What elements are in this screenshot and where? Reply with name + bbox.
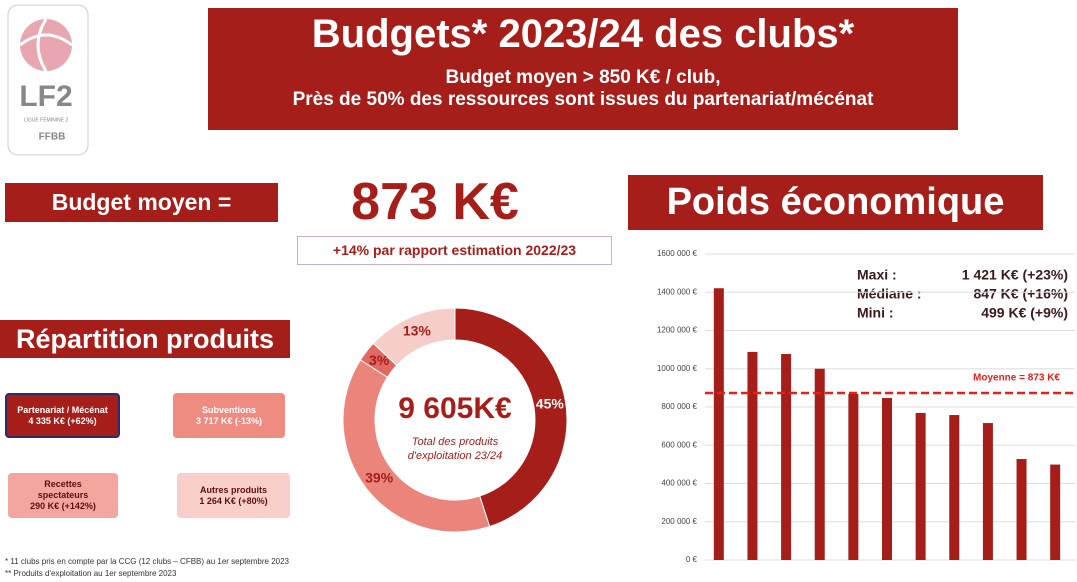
product-box: Recettes spectateurs 290 K€ (+142%) [8,473,118,518]
bar [814,368,825,560]
bar [713,288,724,560]
bar [1016,459,1027,560]
bar [882,398,892,560]
slice-label: 45% [536,396,565,412]
donut-slice [372,307,456,366]
product-box: Partenariat / Mécénat 4 335 K€ (+62%) [5,393,120,438]
product-box: Autres produits 1 264 K€ (+80%) [177,473,290,518]
product-amount: 290 K€ (+142%) [30,500,96,511]
header: Budgets* 2023/24 des clubs* Budget moyen… [208,8,958,130]
bar [949,415,960,560]
donut-slice [342,359,491,533]
footnote: ** Produits d'exploitation au 1er septem… [5,569,177,578]
logo-federation: FFBB [39,132,66,143]
repartition-title: Répartition produits [0,320,290,358]
slice-label: 13% [403,323,432,339]
logo-ball [20,19,72,71]
stat-value: 499 K€ (+9%) [981,305,1068,321]
bar [848,393,859,560]
bar [781,354,792,560]
product-name: Subventions [201,404,256,415]
donut-center-value: 9 605K€ [398,392,512,425]
logo-name: LF2 [19,80,72,113]
donut-center-label: d'exploitation 23/24 [408,450,502,462]
y-tick-label: 0 € [686,555,698,564]
footnote: * 11 clubs pris en compte par la CCG (12… [5,557,289,566]
y-tick-label: 1400 000 € [657,287,698,296]
slice-label: 39% [365,470,394,486]
budget-comparison: +14% par rapport estimation 2022/23 [297,236,612,265]
y-tick-label: 400 000 € [661,479,697,488]
poids-title: Poids économique [628,175,1043,230]
y-tick-label: 1200 000 € [657,326,698,335]
slice-label: 3% [369,352,390,368]
y-tick-label: 600 000 € [661,440,697,449]
bar [1050,464,1061,560]
y-tick-label: 1000 000 € [657,364,698,373]
stat-value: 1 421 K€ (+23%) [962,267,1068,283]
header-subtitle: Budget moyen > 850 K€ / club, [445,67,721,88]
bar [915,412,926,560]
product-amount: 3 717 K€ (-13%) [195,415,263,426]
stat-label: Maxi : [857,267,897,283]
product-amount: 1 264 K€ (+80%) [199,495,268,506]
product-name: Recettes spectateurs [37,479,89,501]
logo-subtitle: LIGUE FÉMININE 2 [24,116,69,123]
logo-ball-lines [19,18,73,72]
y-tick-label: 1600 000 € [657,249,698,258]
product-name: Autres produits [199,484,267,495]
bar [747,351,758,560]
header-title: Budgets* 2023/24 des clubs* [311,12,855,56]
stat-value: 847 K€ (+16%) [973,286,1068,302]
donut-slice [454,307,568,528]
stat-label: Médiane : [857,286,922,302]
donut-center-label: Total des produits [412,436,499,448]
stat-label: Mini : [857,305,894,321]
product-amount: 4 335 K€ (+62%) [28,415,97,426]
bar [982,423,993,560]
product-name: Partenariat / Mécénat [17,404,108,415]
y-tick-label: 800 000 € [661,402,697,411]
footnotes: * 11 clubs pris en compte par la CCG (12… [5,556,289,580]
mean-label: Moyenne = 873 K€ [973,373,1060,384]
budget-value: 873 K€ [351,173,519,231]
budget-label: Budget moyen = [5,183,278,222]
y-tick-label: 200 000 € [661,517,697,526]
product-box: Subventions 3 717 K€ (-13%) [173,393,285,438]
header-subtitle: Près de 50% des ressources sont issues d… [292,89,874,110]
